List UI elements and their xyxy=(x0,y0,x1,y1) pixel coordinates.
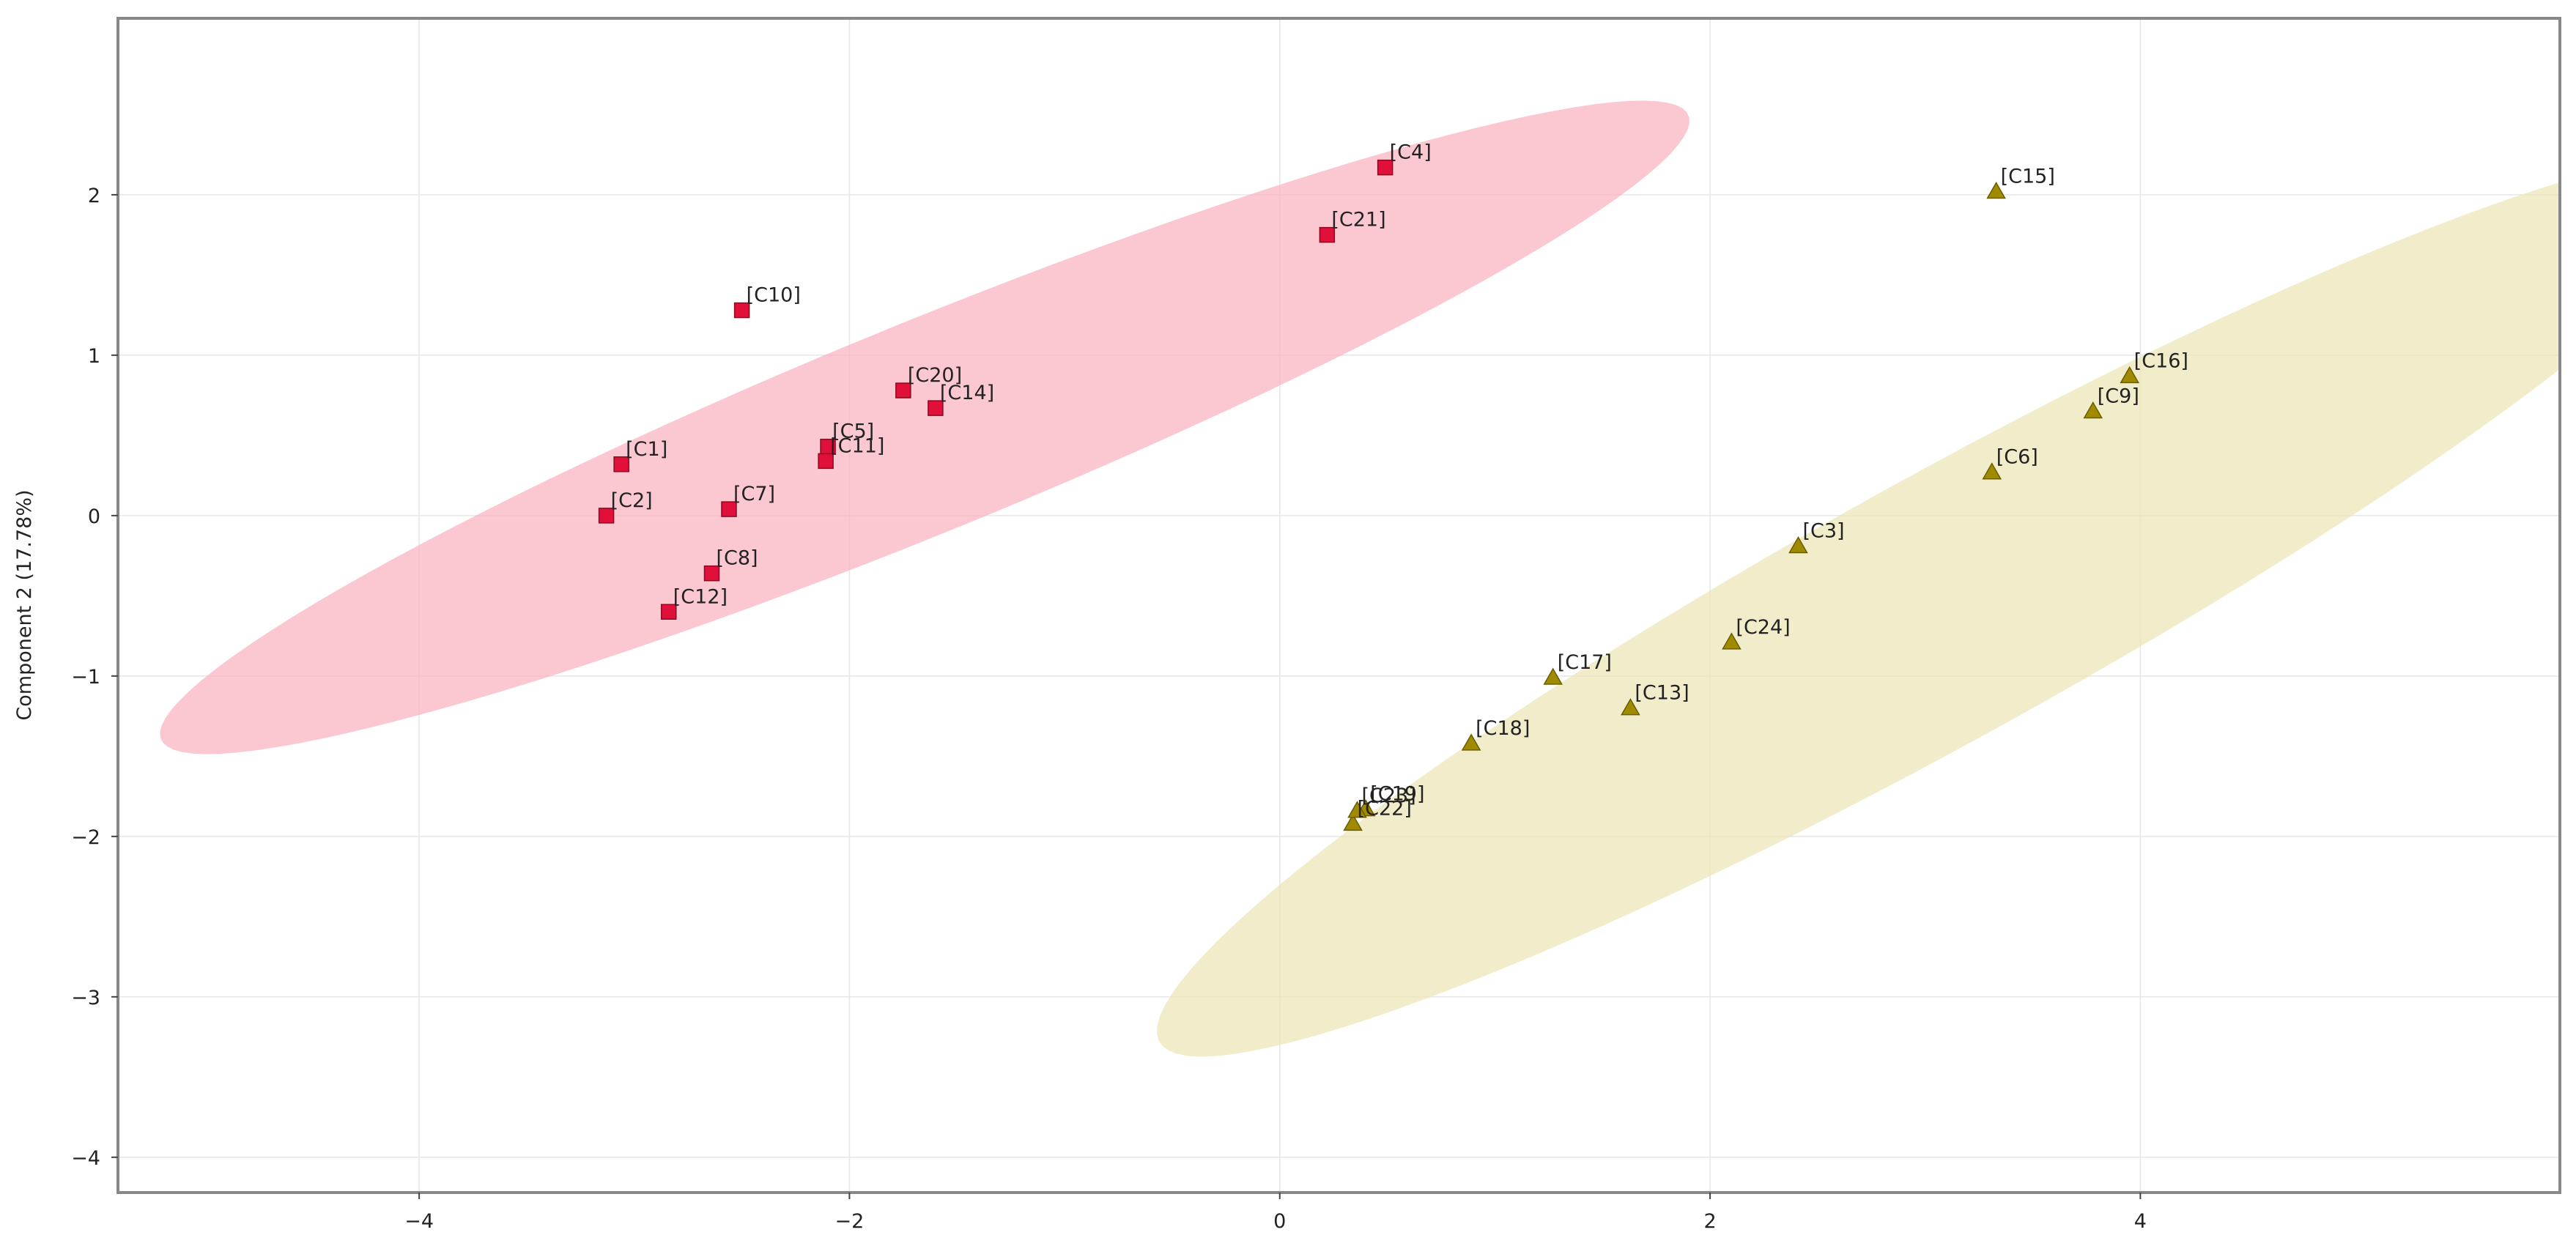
data-point-triangle xyxy=(2120,366,2139,384)
point-label: [C10] xyxy=(747,284,801,307)
data-point-square xyxy=(733,302,750,319)
point-label: [C16] xyxy=(2134,349,2188,372)
point-label: [C4] xyxy=(1390,141,1432,164)
group2-ellipse xyxy=(1157,182,2560,1057)
data-point-square xyxy=(721,501,737,517)
y-tick-label: −3 xyxy=(71,987,100,1009)
point-label: [C17] xyxy=(1558,651,1612,674)
y-tick-label: −4 xyxy=(71,1147,100,1170)
point-label: [C14] xyxy=(940,382,994,404)
data-point-triangle xyxy=(1621,698,1640,716)
y-tick-label: 1 xyxy=(88,345,100,368)
plot-frame xyxy=(116,17,2561,1194)
point-label: [C3] xyxy=(1802,519,1844,542)
point-label: [C23] xyxy=(1361,785,1415,807)
x-tick-label: 4 xyxy=(2134,1210,2147,1233)
confidence-ellipses xyxy=(160,100,2560,1057)
y-tick-label: −2 xyxy=(71,826,100,849)
data-point-triangle xyxy=(1543,667,1563,685)
point-label: [C19] xyxy=(1370,783,1424,806)
y-tick-label: 0 xyxy=(88,505,100,528)
data-point-square xyxy=(895,382,911,398)
x-tick-label: −2 xyxy=(835,1210,865,1233)
data-point-triangle xyxy=(1788,535,1808,554)
data-point-square xyxy=(661,604,677,620)
point-label: [C21] xyxy=(1331,209,1385,231)
point-label: [C2] xyxy=(611,489,653,512)
data-point-triangle xyxy=(1722,632,1742,650)
point-label: [C12] xyxy=(673,585,728,608)
point-label: [C15] xyxy=(2001,166,2055,188)
data-point-triangle xyxy=(1347,801,1367,818)
data-point-square xyxy=(818,453,834,470)
axis-ticks: −4 −2 0 2 4 −4 −3 −2 −1 0 1 2 xyxy=(71,185,2147,1233)
data-point-square xyxy=(613,456,629,472)
point-label: [C13] xyxy=(1635,682,1689,705)
point-label: [C22] xyxy=(1358,797,1412,820)
point-labels: [C1] [C2] [C4] [C5] [C7] [C8] [C10] [C11] [C12] [… xyxy=(611,141,2188,820)
x-tick-label: 2 xyxy=(1703,1210,1716,1233)
point-label: [C24] xyxy=(1736,616,1790,639)
data-point-square xyxy=(1377,159,1394,176)
data-point-square xyxy=(598,508,615,524)
data-point-triangle xyxy=(1986,181,2006,199)
y-axis-title: Component 2 (17.78%) xyxy=(13,489,36,720)
y-tick-label: 2 xyxy=(88,185,100,207)
group1-ellipse xyxy=(160,100,1689,754)
point-label: [C11] xyxy=(830,434,884,457)
x-tick-label: −4 xyxy=(404,1210,434,1233)
point-label: [C20] xyxy=(908,364,962,387)
data-point-square xyxy=(1319,226,1336,243)
data-point-triangle xyxy=(1461,733,1481,751)
point-label: [C7] xyxy=(733,483,775,505)
point-label: [C6] xyxy=(1996,446,2038,469)
data-point-square xyxy=(703,565,720,582)
point-label: [C9] xyxy=(2098,385,2139,408)
data-point-triangle xyxy=(1982,462,2002,480)
data-point-triangle xyxy=(2083,401,2103,419)
point-label: [C5] xyxy=(832,420,874,443)
data-markers xyxy=(598,159,2139,831)
point-label: [C1] xyxy=(626,438,667,461)
data-point-square xyxy=(928,400,944,416)
point-label: [C8] xyxy=(716,547,758,570)
x-tick-label: 0 xyxy=(1273,1210,1286,1233)
y-tick-label: −1 xyxy=(71,666,100,689)
data-point-triangle xyxy=(1343,813,1363,831)
point-label: [C18] xyxy=(1476,717,1530,740)
